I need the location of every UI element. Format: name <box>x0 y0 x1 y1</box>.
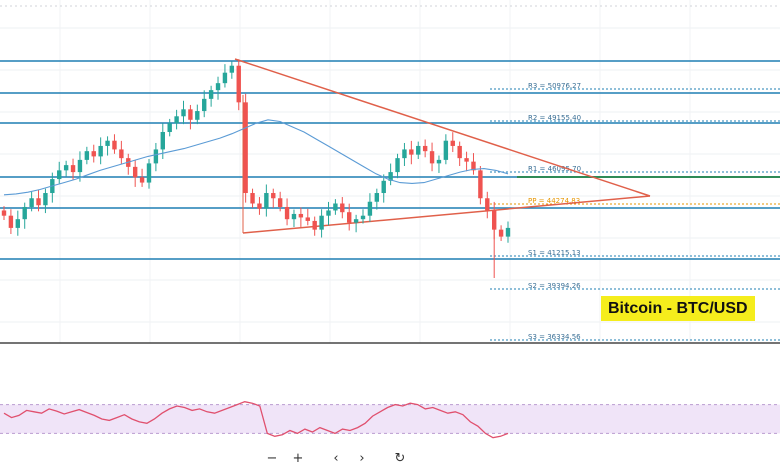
candle-body <box>243 102 248 194</box>
pivot-level-label: R2 = 49155.40 <box>528 114 581 122</box>
candle-body <box>464 158 469 162</box>
candle-body <box>215 83 221 91</box>
pivot-level-label: PP = 44274.83 <box>528 197 580 205</box>
candle-body <box>22 206 27 220</box>
candle-body <box>229 65 235 73</box>
candle-body <box>202 98 207 112</box>
candle-body <box>319 215 324 230</box>
candle-body <box>236 65 241 103</box>
candle-body <box>29 198 34 207</box>
candle-body <box>353 219 359 223</box>
candle-body <box>77 159 83 173</box>
candle-body <box>326 210 331 216</box>
candle-body <box>98 145 103 157</box>
candle-body <box>450 140 455 146</box>
ascending-trendline <box>242 195 651 234</box>
candle-body <box>388 172 393 181</box>
candle-body <box>160 131 165 150</box>
candle-body <box>277 198 283 207</box>
rsi-line <box>3 401 509 439</box>
candle-body <box>91 151 96 157</box>
candle-body <box>1 210 7 216</box>
candle-body <box>409 149 414 155</box>
scroll-left-button[interactable]: ‹ <box>326 448 346 468</box>
candle-body <box>250 193 255 204</box>
candle-body <box>498 229 504 237</box>
candle-body <box>367 201 373 216</box>
candle-body <box>43 193 48 206</box>
candle-body <box>436 159 442 164</box>
candle-body <box>112 140 117 150</box>
candle-body <box>139 177 145 183</box>
pivot-level-label: S2 = 39394.26 <box>528 282 581 290</box>
candle-body <box>395 158 400 173</box>
scroll-right-button[interactable]: › <box>352 448 372 468</box>
pivot-level-label: S1 = 41215.13 <box>528 249 581 257</box>
candle-body <box>195 111 200 120</box>
candle-body <box>84 151 90 160</box>
candle-body <box>333 203 338 211</box>
candle-body <box>181 109 186 117</box>
candle-body <box>70 165 76 173</box>
candle-body <box>471 161 476 171</box>
zoom-out-button[interactable]: − <box>262 448 282 468</box>
candle-body <box>208 90 214 99</box>
candle-body <box>188 109 193 120</box>
candle-body <box>146 163 152 183</box>
candle-body <box>374 193 380 202</box>
candle-body <box>15 219 21 228</box>
candle-body <box>57 170 62 180</box>
reset-chart-button[interactable]: ↻ <box>390 448 410 468</box>
candle-body <box>381 180 386 194</box>
candle-body <box>36 198 41 206</box>
descending-trendline <box>234 58 651 197</box>
candle-body <box>271 193 276 199</box>
candle-body <box>222 72 228 84</box>
candle-body <box>257 203 262 209</box>
candle-body <box>340 203 345 213</box>
candle-body <box>105 140 110 146</box>
moving-average-line <box>3 119 509 196</box>
candle-body <box>8 215 14 228</box>
candle-body <box>457 145 462 159</box>
candle-body <box>63 165 69 171</box>
candle-body <box>153 149 159 164</box>
candle-body <box>402 149 407 159</box>
candle-body <box>167 123 172 132</box>
rsi-band <box>0 404 780 434</box>
candle-body <box>132 166 138 178</box>
pivot-level-label: R1 = 46095.70 <box>528 165 581 173</box>
candle-body <box>291 213 297 220</box>
candle-body <box>505 227 511 237</box>
candle-body <box>305 217 310 221</box>
candle-body <box>422 145 428 152</box>
candle-body <box>429 151 435 164</box>
candle-body <box>443 140 449 160</box>
zoom-in-button[interactable]: + <box>288 448 308 468</box>
chart-toolbar: − + ‹ › ↻ <box>262 448 410 468</box>
candle-body <box>478 170 483 199</box>
candle-body <box>264 193 269 209</box>
candle-body <box>119 149 124 159</box>
pivot-level-label: S3 = 36334.56 <box>528 333 581 341</box>
candle-body <box>347 212 352 223</box>
candle-body <box>485 198 490 211</box>
pivot-level-label: R3 = 50976.27 <box>528 82 581 90</box>
candle-body <box>298 213 304 218</box>
candle-body <box>360 215 366 220</box>
candle-body <box>284 206 290 220</box>
chart-title-badge: Bitcoin - BTC/USD <box>601 296 755 321</box>
candle-body <box>416 145 421 155</box>
candle-body <box>312 220 317 230</box>
candle-body <box>174 116 179 124</box>
